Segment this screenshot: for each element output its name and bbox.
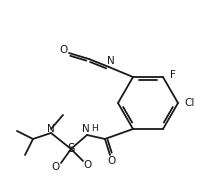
Text: O: O [84, 160, 92, 170]
Text: O: O [60, 45, 68, 55]
Text: S: S [67, 142, 75, 156]
Text: H: H [91, 124, 97, 133]
Text: Cl: Cl [185, 98, 195, 108]
Text: N: N [82, 124, 90, 134]
Text: F: F [170, 70, 176, 80]
Text: O: O [108, 156, 116, 166]
Text: O: O [52, 162, 60, 172]
Text: N: N [47, 124, 55, 134]
Text: N: N [107, 56, 115, 66]
